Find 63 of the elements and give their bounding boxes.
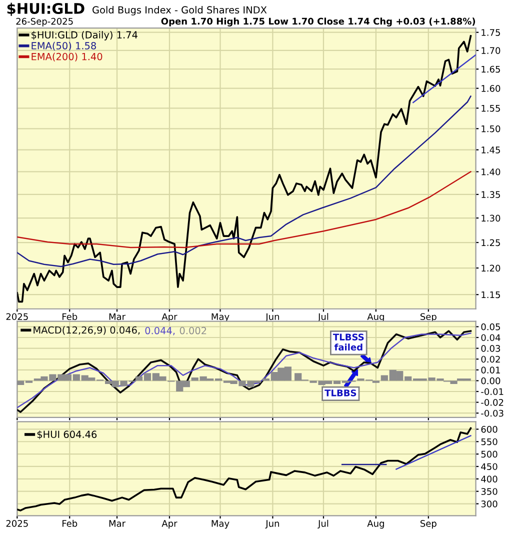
y-tick-label: 0.02 — [481, 356, 500, 363]
y-tick-label: 300 — [481, 500, 498, 508]
line-series — [17, 427, 472, 512]
chart-subtitle: Gold Bugs Index - Gold Shares INDX — [92, 6, 267, 16]
x-tick-label: Jul — [318, 313, 328, 322]
y-tick-label: 0.05 — [481, 323, 500, 330]
x-tick-label: Mar — [109, 520, 126, 527]
y-tick-label: 500 — [481, 450, 498, 458]
y-tick-label: 0.03 — [481, 345, 500, 352]
y-tick-label: 400 — [481, 476, 498, 482]
x-tick-label: May — [212, 313, 230, 322]
x-tick-label: Sep — [420, 313, 436, 322]
y-tick-label: 600 — [481, 426, 498, 433]
y-tick-label: 1.25 — [482, 239, 500, 246]
legend-label: EMA(50) 1.58 — [32, 42, 96, 51]
x-tick-label: Apr — [162, 313, 178, 322]
x-tick-label: Jul — [318, 520, 328, 529]
y-tick-label: 1.75 — [482, 29, 500, 36]
line-series — [17, 96, 472, 268]
legend-label: EMA(200) 1.40 — [32, 52, 102, 62]
x-tick-label: Jun — [265, 313, 279, 322]
y-tick-label: 1.30 — [482, 214, 500, 222]
y-tick-label: 450 — [481, 463, 498, 470]
y-tick-label: 1.55 — [482, 105, 500, 112]
y-tick-label: 1.20 — [482, 264, 500, 272]
x-tick-label: May — [212, 520, 230, 529]
annotation: TLBSS failed — [333, 334, 364, 351]
legend-label: $HUI 604.46 — [37, 430, 97, 440]
line-series — [17, 171, 472, 248]
x-tick-label: Feb — [62, 313, 78, 320]
y-tick-label: -0.01 — [481, 388, 504, 396]
chart-title: $HUI:GLD — [7, 2, 84, 16]
x-tick-label: Feb — [62, 520, 78, 527]
x-tick-label: Sep — [420, 520, 436, 529]
text: Open 1.70 High 1.75 Low 1.70 Close 1.74 Chg +0.03 (+1.88%) — [161, 18, 476, 26]
x-tick-label: Apr — [162, 520, 178, 529]
y-tick-label: 1.60 — [482, 85, 500, 92]
text: 0.002 — [180, 326, 206, 334]
y-tick-label: -0.03 — [481, 410, 504, 417]
y-tick-label: 0.00 — [481, 377, 500, 384]
x-tick-label: Aug — [367, 313, 384, 322]
y-tick-label: 1.35 — [482, 191, 500, 198]
annotation: TLBBS — [324, 390, 356, 396]
text: 26-Sep-2025 — [16, 18, 73, 26]
x-tick-label: 2025 — [6, 313, 28, 320]
y-tick-label: 1.65 — [482, 66, 500, 73]
y-tick-label: 1.40 — [482, 168, 500, 176]
y-tick-label: 1.50 — [482, 125, 500, 132]
x-tick-label: Aug — [367, 520, 384, 529]
y-tick-label: 550 — [481, 438, 498, 446]
legend-label: $HUI:GLD (Daily) 1.74 — [32, 30, 138, 40]
y-tick-label: -0.02 — [481, 399, 504, 406]
y-tick-label: 0.01 — [481, 366, 500, 374]
y-tick-label: 350 — [481, 488, 498, 495]
y-tick-label: 1.15 — [482, 291, 500, 298]
x-tick-label: Jun — [265, 520, 279, 529]
text: 0.044, — [145, 326, 175, 336]
y-tick-label: 1.70 — [482, 47, 500, 54]
legend-label: MACD(12,26,9) 0.046, — [34, 326, 140, 335]
x-tick-label: Mar — [109, 313, 126, 320]
y-tick-label: 1.45 — [482, 146, 500, 154]
y-tick-label: 0.04 — [481, 334, 500, 342]
x-tick-label: 2025 — [6, 520, 28, 527]
